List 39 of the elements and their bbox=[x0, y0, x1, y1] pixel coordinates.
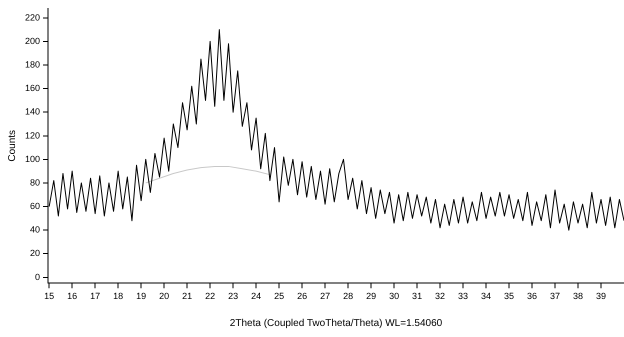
y-tick-label: 100 bbox=[24, 154, 40, 164]
x-tick-label: 32 bbox=[435, 291, 446, 302]
x-tick-label: 19 bbox=[136, 291, 146, 302]
x-tick-label: 27 bbox=[320, 291, 330, 302]
y-tick-label: 120 bbox=[24, 130, 40, 140]
y-tick-label: 160 bbox=[24, 83, 40, 94]
y-tick-label: 20 bbox=[30, 248, 40, 258]
y-tick-label: 200 bbox=[24, 36, 40, 46]
x-tick-label: 18 bbox=[113, 291, 124, 302]
x-tick-label: 38 bbox=[573, 291, 584, 302]
x-axis-title: 2Theta (Coupled TwoTheta/Theta) WL=1.54060 bbox=[230, 318, 443, 329]
y-tick-label: 40 bbox=[30, 224, 40, 235]
x-tick-label: 34 bbox=[481, 291, 492, 302]
x-tick-label: 37 bbox=[550, 291, 560, 302]
y-tick-label: 0 bbox=[35, 272, 40, 282]
x-tick-label: 30 bbox=[389, 291, 400, 302]
x-tick-label: 36 bbox=[527, 291, 538, 302]
x-tick-label: 17 bbox=[90, 291, 100, 302]
x-tick-label: 25 bbox=[274, 291, 284, 302]
x-tick-label: 28 bbox=[343, 291, 354, 302]
y-tick-label: 140 bbox=[24, 106, 40, 117]
y-tick-label: 180 bbox=[24, 59, 40, 70]
x-tick-label: 21 bbox=[182, 291, 192, 302]
y-tick-label: 60 bbox=[30, 201, 40, 212]
x-tick-label: 35 bbox=[504, 291, 514, 302]
x-tick-label: 31 bbox=[412, 291, 422, 302]
x-tick-label: 24 bbox=[251, 291, 262, 302]
y-tick-label: 80 bbox=[30, 177, 40, 188]
y-tick-label: 220 bbox=[24, 12, 40, 22]
x-tick-label: 39 bbox=[596, 291, 606, 302]
x-tick-label: 16 bbox=[67, 291, 78, 302]
x-tick-label: 29 bbox=[366, 291, 376, 302]
y-axis-title: Counts bbox=[6, 130, 18, 162]
x-tick-label: 22 bbox=[205, 291, 216, 302]
x-tick-label: 15 bbox=[44, 291, 54, 302]
x-tick-label: 23 bbox=[228, 291, 238, 302]
x-tick-label: 26 bbox=[297, 291, 308, 302]
x-tick-label: 20 bbox=[159, 291, 170, 302]
x-tick-label: 33 bbox=[458, 291, 468, 302]
